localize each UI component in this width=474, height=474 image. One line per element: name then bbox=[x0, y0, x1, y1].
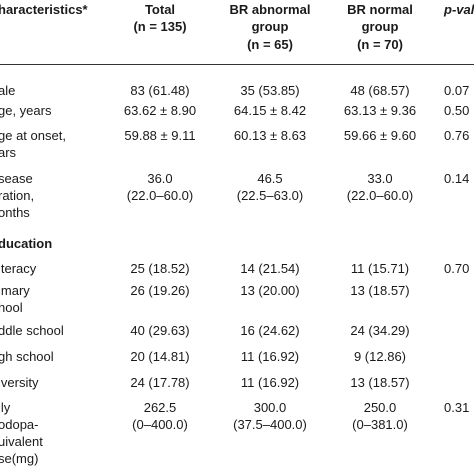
cell-norm: 33.0 bbox=[367, 171, 393, 186]
header-characteristics: haracteristics* bbox=[0, 2, 88, 17]
cell-norm: 48 (68.57) bbox=[350, 83, 410, 98]
header-normal: BR normal bbox=[347, 2, 413, 17]
cell-norm: 13 (18.57) bbox=[350, 375, 410, 390]
cell-abn: 16 (24.62) bbox=[240, 323, 300, 338]
cell-abn: (37.5–400.0) bbox=[233, 417, 307, 432]
row-label: gh school bbox=[0, 349, 54, 364]
cell-abn: 11 (16.92) bbox=[240, 349, 300, 364]
cell-pvalue: 0.50 bbox=[444, 103, 470, 118]
cell-total: 40 (29.63) bbox=[130, 323, 190, 338]
header-total-n: (n = 135) bbox=[133, 19, 187, 34]
cell-norm: 63.13 ± 9.36 bbox=[343, 103, 417, 118]
cell-norm: (22.0–60.0) bbox=[346, 188, 414, 203]
cell-abn: 46.5 bbox=[257, 171, 283, 186]
row-label: iteracy bbox=[0, 261, 37, 276]
cell-total: 24 (17.78) bbox=[130, 375, 190, 390]
cell-total: 26 (19.26) bbox=[130, 283, 190, 298]
header-abnormal: BR abnormal bbox=[229, 2, 311, 17]
row-label: ars bbox=[0, 145, 17, 160]
cell-pvalue: 0.70 bbox=[444, 261, 470, 276]
row-label: hool bbox=[0, 300, 23, 315]
cell-abn: 64.15 ± 8.42 bbox=[233, 103, 307, 118]
cell-total: 83 (61.48) bbox=[130, 83, 190, 98]
row-label: ge, years bbox=[0, 103, 52, 118]
header-pvalue: p-valu bbox=[444, 2, 474, 17]
row-label: onths bbox=[0, 205, 30, 220]
row-label: uivalent bbox=[0, 434, 43, 449]
header-rule bbox=[0, 64, 474, 65]
row-label: ration, bbox=[0, 188, 35, 203]
cell-total: 59.88 ± 9.11 bbox=[124, 128, 196, 143]
row-label: ddle school bbox=[0, 323, 64, 338]
cell-pvalue: 0.76 bbox=[444, 128, 470, 143]
cell-abn: 60.13 ± 8.63 bbox=[233, 128, 307, 143]
cell-norm: 59.66 ± 9.60 bbox=[343, 128, 417, 143]
cell-total: 63.62 ± 8.90 bbox=[123, 103, 197, 118]
cell-pvalue: 0.14 bbox=[444, 171, 470, 186]
header-total: Total bbox=[144, 2, 176, 17]
header-normal-group: group bbox=[361, 19, 399, 34]
row-label: ily bbox=[0, 400, 11, 415]
row-label: odopa- bbox=[0, 417, 39, 432]
cell-abn: 11 (16.92) bbox=[240, 375, 300, 390]
cell-norm: 24 (34.29) bbox=[350, 323, 410, 338]
cell-pvalue: 0.31 bbox=[444, 400, 470, 415]
cell-total: 36.0 bbox=[147, 171, 173, 186]
cell-total: 25 (18.52) bbox=[130, 261, 190, 276]
row-label: iversity bbox=[0, 375, 39, 390]
cell-norm: (0–381.0) bbox=[352, 417, 408, 432]
row-label: ale bbox=[0, 83, 16, 98]
cell-total: (0–400.0) bbox=[132, 417, 188, 432]
cell-total: 262.5 bbox=[143, 400, 177, 415]
header-abnormal-n: (n = 65) bbox=[247, 37, 293, 52]
row-label: sease bbox=[0, 171, 33, 186]
cell-abn: 13 (20.00) bbox=[240, 283, 300, 298]
cell-norm: 250.0 bbox=[363, 400, 397, 415]
header-abnormal-group: group bbox=[251, 19, 289, 34]
cell-total: 20 (14.81) bbox=[130, 349, 190, 364]
cell-abn: 300.0 bbox=[253, 400, 287, 415]
row-label: ge at onset, bbox=[0, 128, 66, 143]
cell-norm: 11 (15.71) bbox=[350, 261, 410, 276]
row-label: imary bbox=[0, 283, 30, 298]
cell-abn: (22.5–63.0) bbox=[236, 188, 304, 203]
row-label: se(mg) bbox=[0, 451, 39, 466]
cell-total: (22.0–60.0) bbox=[126, 188, 194, 203]
row-label: ducation bbox=[0, 236, 53, 251]
header-normal-n: (n = 70) bbox=[357, 37, 403, 52]
cell-abn: 35 (53.85) bbox=[240, 83, 300, 98]
cell-norm: 13 (18.57) bbox=[350, 283, 410, 298]
cell-pvalue: 0.07 bbox=[444, 83, 470, 98]
cell-abn: 14 (21.54) bbox=[240, 261, 300, 276]
cell-norm: 9 (12.86) bbox=[353, 349, 407, 364]
